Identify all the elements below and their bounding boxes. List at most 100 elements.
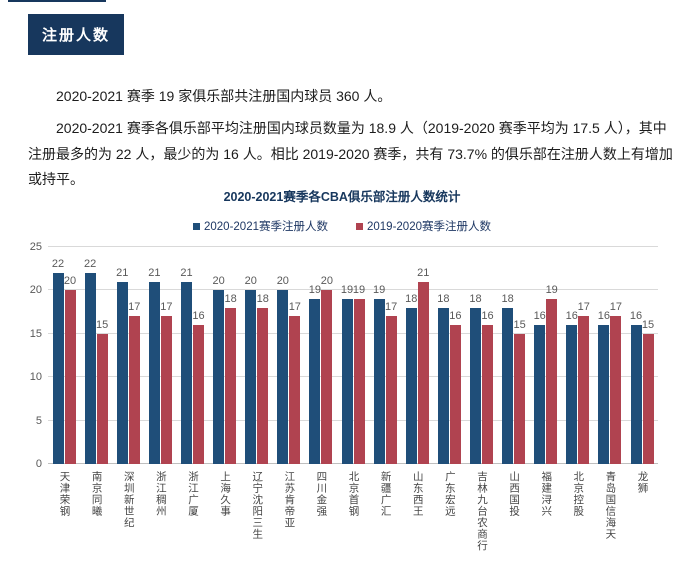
bar-value-label: 18 — [437, 292, 450, 305]
bar-2019-2020: 20 — [64, 275, 76, 464]
gridline — [48, 246, 658, 247]
gridline — [48, 376, 658, 378]
x-axis-label: 深圳新世纪 — [122, 471, 135, 529]
bar-groups: 22 20 22 15 21 17 21 17 21 16 20 18 20 18 20 17 19 20 19 19… — [48, 247, 658, 464]
x-axis-label: 天津荣钢 — [58, 471, 71, 517]
registration-bar-chart: 2020-2021赛季各CBA俱乐部注册人数统计 2020-2021赛季注册人数… — [12, 186, 672, 567]
bar-group: 18 16 — [433, 247, 465, 464]
x-axis-label-slot: 北京控股 — [562, 471, 594, 567]
x-axis-label-slot: 深圳新世纪 — [112, 471, 144, 567]
x-axis-label-slot: 青岛国信海天 — [594, 471, 626, 567]
bar-group: 22 15 — [80, 247, 112, 464]
x-axis-label: 辽宁沈阳三生 — [251, 471, 264, 540]
bar-value-label: 15 — [513, 318, 526, 331]
gridline — [48, 332, 658, 334]
x-axis-label-slot: 福建浔兴 — [530, 471, 562, 567]
bar-value-label: 17 — [288, 301, 301, 314]
legend-label: 2019-2020赛季注册人数 — [367, 221, 491, 233]
bar-value-label: 20 — [212, 275, 225, 288]
y-axis-tick: 5 — [35, 414, 42, 427]
bar-2019-2020: 20 — [321, 275, 333, 464]
bar-value-label: 19 — [340, 284, 354, 297]
x-axis-label-slot: 南京同曦 — [80, 471, 112, 567]
x-axis-label: 山东西王 — [411, 471, 424, 517]
chart-plot-area: 0 5 10 15 20 25 22 20 22 15 21 17 21 17 21 16 20 18 20 18 20… — [30, 241, 658, 470]
bar-value-label: 21 — [116, 266, 129, 279]
bar-2019-2020: 17 — [128, 301, 140, 464]
gridline — [48, 289, 658, 291]
gridline — [48, 419, 658, 421]
bar-2019-2020: 15 — [96, 319, 108, 464]
bar-value-label: 16 — [192, 310, 205, 323]
bar-value-label: 20 — [320, 275, 334, 288]
bar-group: 22 20 — [48, 247, 80, 464]
y-axis-tick: 10 — [29, 371, 42, 384]
bar-value-label: 17 — [609, 301, 623, 314]
y-axis-tick: 0 — [35, 458, 42, 470]
bar-value-label: 18 — [256, 292, 269, 305]
x-axis-label-slot: 辽宁沈阳三生 — [241, 471, 273, 567]
bar-2020-2021: 21 — [116, 267, 128, 464]
bar-group: 18 21 — [401, 247, 433, 464]
legend-swatch-icon — [193, 222, 200, 230]
x-axis-label: 北京首钢 — [347, 471, 360, 517]
cropped-element-edge — [8, 0, 106, 2]
x-axis-label: 福建浔兴 — [540, 471, 553, 517]
bar-value-label: 22 — [84, 258, 97, 271]
x-axis-label: 江苏肯帝亚 — [283, 471, 296, 529]
legend-item-2020-2021: 2020-2021赛季注册人数 — [193, 218, 328, 234]
bar-group: 20 18 — [241, 247, 273, 464]
bar-value-label: 17 — [385, 301, 398, 314]
bar-value-label: 18 — [224, 292, 237, 305]
bar-value-label: 20 — [63, 275, 77, 288]
bar-2019-2020: 16 — [449, 310, 461, 464]
bar-value-label: 20 — [244, 275, 257, 288]
bar-value-label: 19 — [545, 284, 558, 297]
bar-2019-2020: 16 — [192, 310, 205, 464]
x-axis-label: 上海久事 — [219, 471, 232, 517]
bar-2020-2021: 18 — [501, 293, 514, 464]
x-axis-label-slot: 新疆广汇 — [369, 471, 401, 567]
bar-2019-2020: 17 — [578, 301, 590, 464]
x-axis-label: 吉林九台农商行 — [475, 471, 488, 552]
x-axis-label-slot: 山西国投 — [498, 471, 530, 567]
bar-2019-2020: 19 — [546, 284, 558, 464]
y-axis-tick: 25 — [29, 241, 42, 253]
section-badge: 注册人数 — [28, 14, 125, 55]
bar-2020-2021: 16 — [534, 310, 546, 464]
bar-2019-2020: 17 — [160, 301, 173, 464]
chart-legend: 2020-2021赛季注册人数 2019-2020赛季注册人数 — [12, 218, 672, 234]
bar-2019-2020: 17 — [610, 301, 622, 464]
body-text: 2020-2021 赛季 19 家俱乐部共注册国内球员 360 人。 2020-… — [28, 84, 678, 200]
bar-2020-2021: 21 — [148, 267, 161, 464]
bar-2020-2021: 19 — [341, 284, 353, 464]
bar-value-label: 19 — [373, 284, 386, 297]
x-axis-label-slot: 吉林九台农商行 — [465, 471, 497, 567]
bar-2020-2021: 20 — [245, 275, 257, 464]
bar-value-label: 19 — [352, 284, 366, 297]
y-axis-tick: 15 — [29, 327, 42, 340]
legend-label: 2020-2021赛季注册人数 — [204, 221, 328, 233]
bar-value-label: 17 — [128, 301, 141, 314]
gridline — [48, 463, 658, 464]
bar-value-label: 22 — [51, 258, 65, 271]
x-axis-label-slot: 四川金强 — [305, 471, 337, 567]
bar-value-label: 18 — [501, 292, 514, 305]
paragraph-average-detail: 2020-2021 赛季各俱乐部平均注册国内球员数量为 18.9 人（2019-… — [28, 120, 673, 188]
bar-value-label: 21 — [180, 266, 193, 279]
bar-group: 18 15 — [498, 247, 530, 464]
bar-group: 20 18 — [209, 247, 241, 464]
x-axis-label: 南京同曦 — [90, 471, 103, 517]
bar-value-label: 16 — [565, 310, 578, 323]
bar-group: 16 19 — [530, 247, 562, 464]
x-axis-label-slot: 上海久事 — [209, 471, 241, 567]
bar-2019-2020: 15 — [642, 319, 654, 464]
bar-group: 19 19 — [337, 247, 369, 464]
bar-2020-2021: 19 — [309, 284, 321, 464]
bar-2020-2021: 21 — [180, 267, 193, 464]
bar-value-label: 16 — [533, 310, 546, 323]
bar-group: 21 17 — [144, 247, 176, 464]
bar-value-label: 16 — [597, 310, 611, 323]
x-axis-labels: 天津荣钢 南京同曦 深圳新世纪 浙江稠州 浙江广厦 上海久事 辽宁沈阳三生 江苏肯帝亚 四川金强… — [48, 471, 658, 567]
bar-2019-2020: 19 — [353, 284, 365, 464]
